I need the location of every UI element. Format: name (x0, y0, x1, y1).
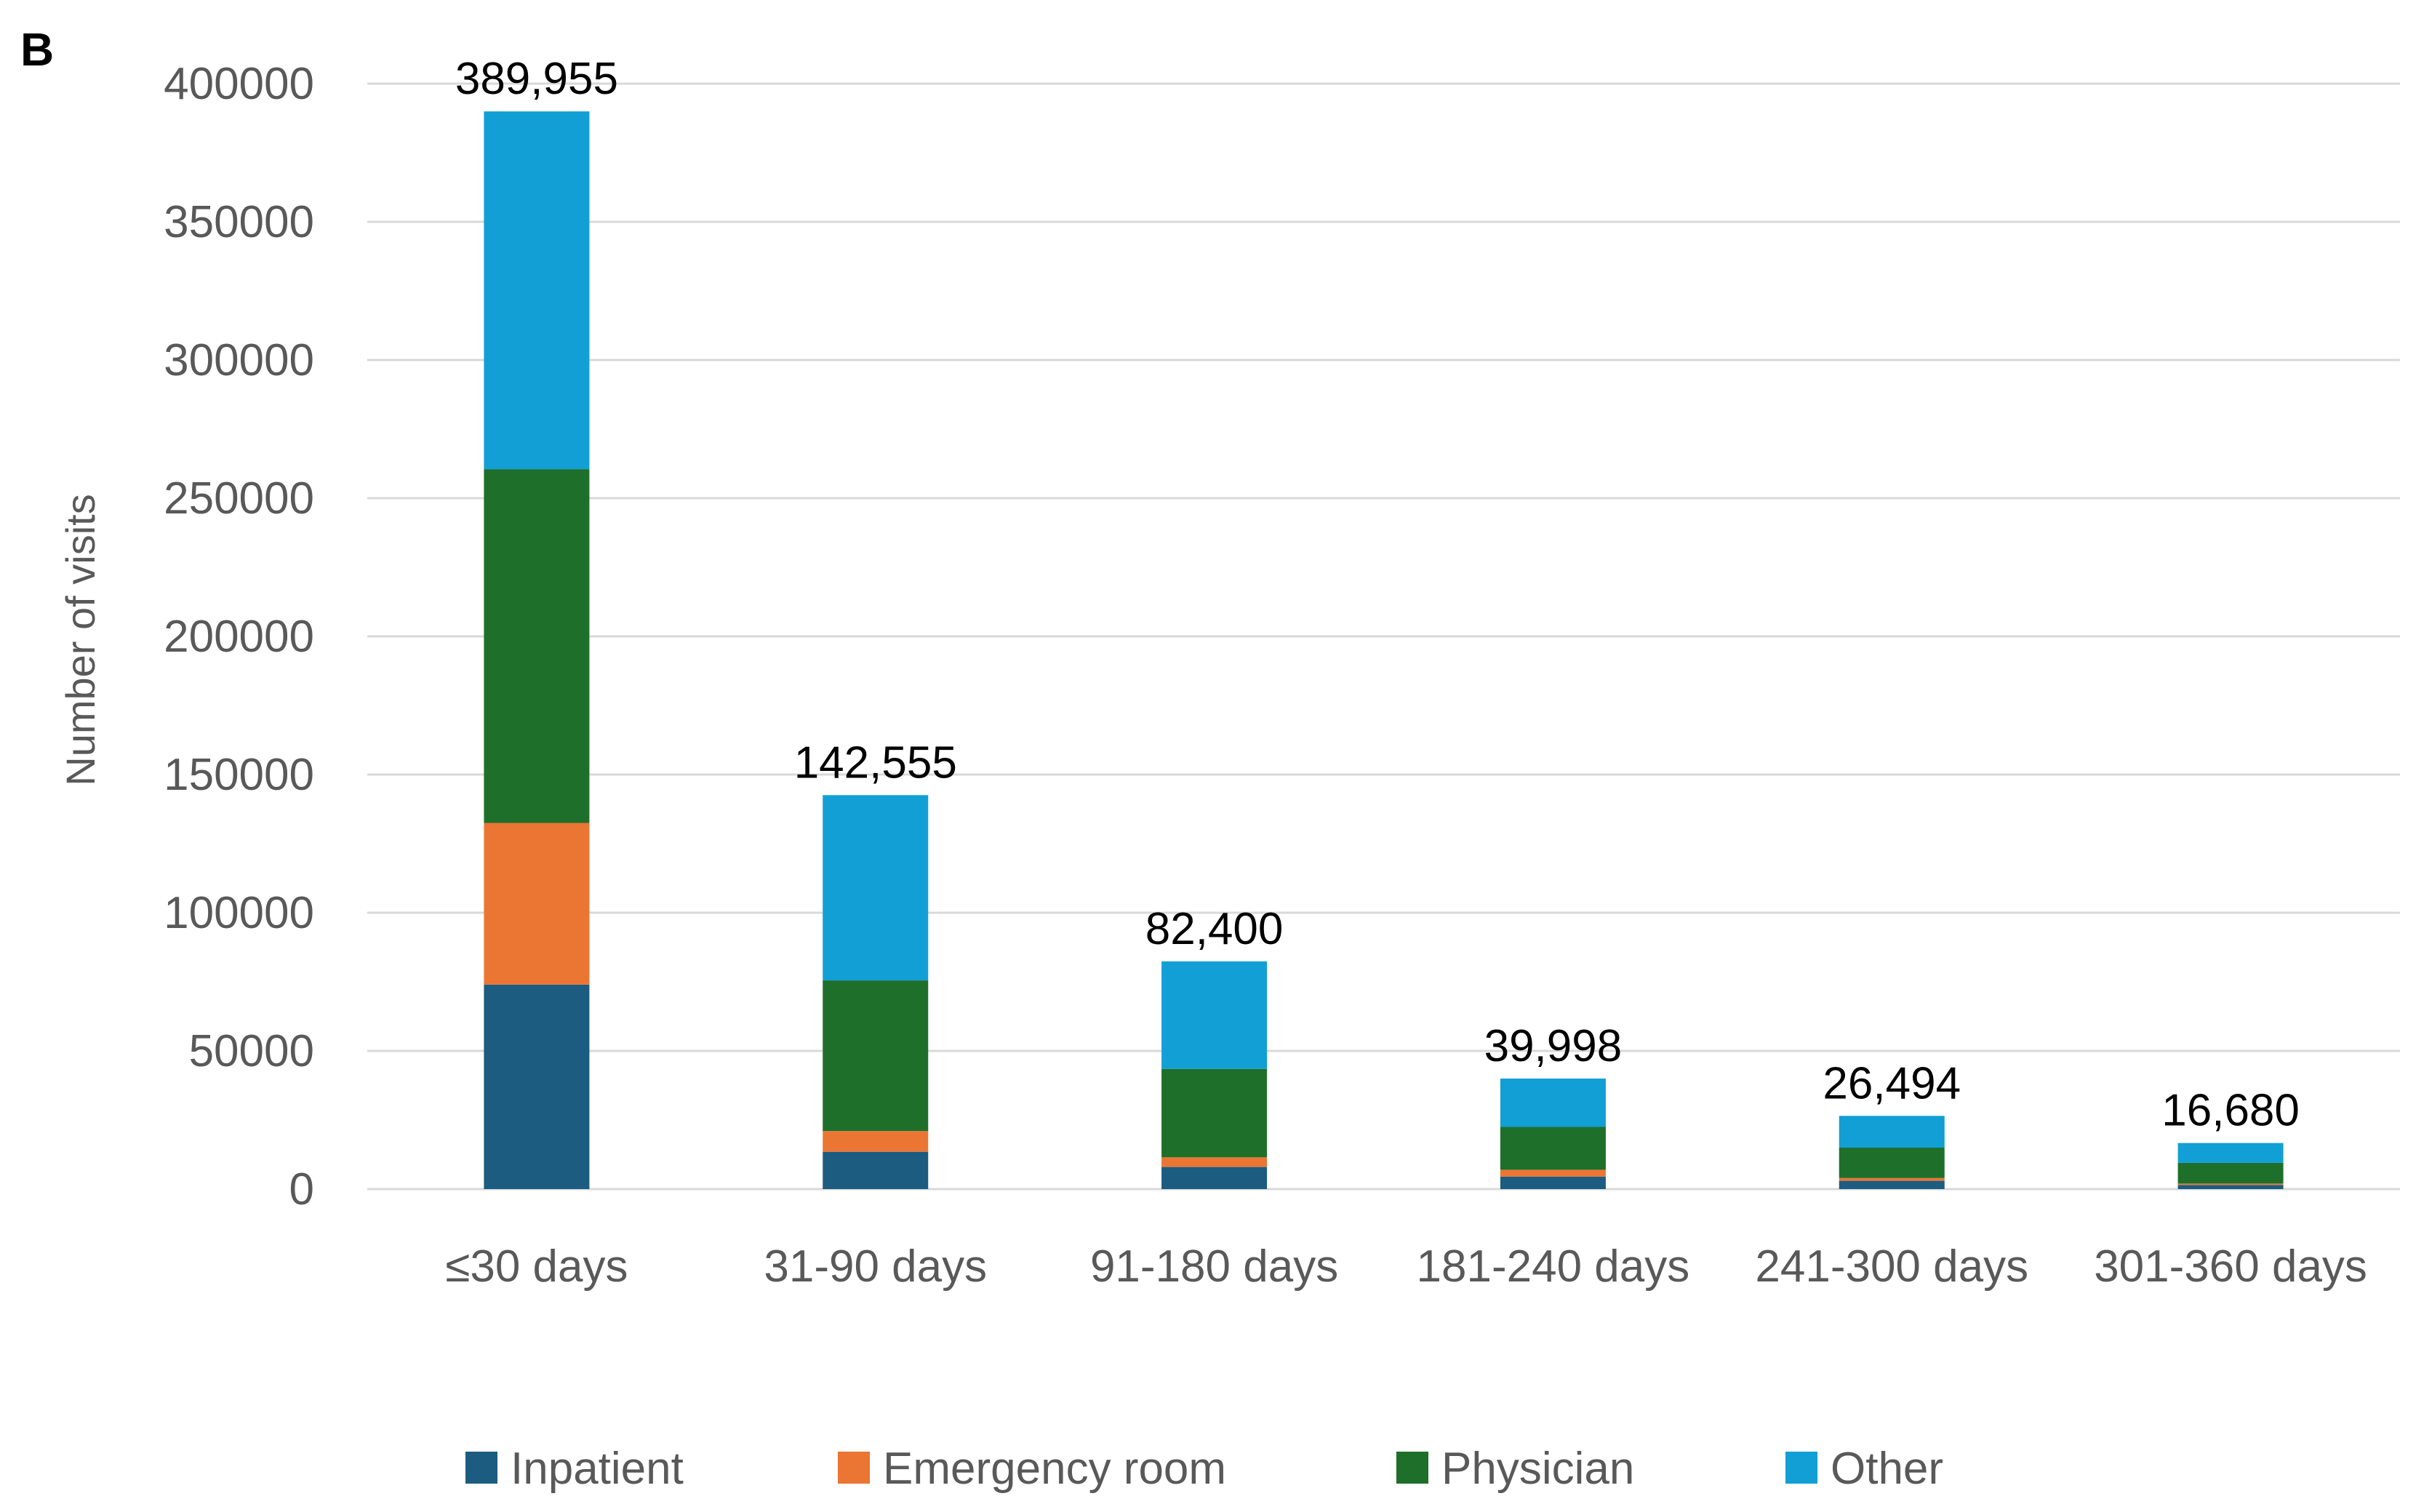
x-tick-label: 91-180 days (1090, 1241, 1338, 1292)
y-axis-ticks: 0 50000 100000 150000 200000 250000 300000 3500… (164, 59, 314, 1215)
bar-segment-inpatient (2177, 1185, 2284, 1189)
bar-segment-physician (1500, 1127, 1606, 1170)
y-tick-label: 350000 (164, 197, 314, 247)
legend-swatch-physician (1396, 1452, 1428, 1484)
bar-segment-inpatient (823, 1151, 929, 1189)
legend-label-physician: Physician (1441, 1444, 1634, 1494)
y-tick-label: 0 (289, 1164, 314, 1215)
x-tick-label: 181-240 days (1417, 1241, 1690, 1292)
bar-segment-other (823, 795, 929, 981)
y-tick-label: 250000 (164, 473, 314, 524)
y-tick-label: 100000 (164, 888, 314, 938)
y-tick-label: 300000 (164, 335, 314, 385)
bars (484, 111, 2284, 1189)
bar-total-labels: 389,955 142,555 82,400 39,998 26,494 16,680 (455, 54, 2300, 1135)
y-tick-label: 400000 (164, 59, 314, 109)
bar-segment-physician (1839, 1148, 1945, 1178)
x-tick-label: ≤30 days (445, 1241, 628, 1292)
bar-total-label: 142,555 (794, 737, 957, 788)
bar-total-label: 16,680 (2161, 1086, 2300, 1136)
bar-total-label: 26,494 (1823, 1058, 1961, 1108)
y-tick-label: 50000 (189, 1026, 314, 1076)
bar-segment-other (1161, 961, 1268, 1069)
bar-segment-inpatient (1161, 1167, 1268, 1189)
x-tick-label: 301-360 days (2094, 1241, 2367, 1292)
bar-segment-other (2177, 1143, 2284, 1163)
bar-segment-emergency_room (823, 1131, 929, 1152)
legend-label-emergency_room: Emergency room (883, 1444, 1226, 1494)
bar-segment-emergency_room (1839, 1177, 1945, 1181)
y-tick-label: 200000 (164, 612, 314, 662)
x-tick-label: 31-90 days (764, 1241, 987, 1292)
bar-total-label: 39,998 (1484, 1021, 1623, 1071)
bar-segment-emergency_room (1500, 1169, 1606, 1177)
bar-segment-inpatient (484, 984, 590, 1189)
bar-segment-emergency_room (1161, 1157, 1268, 1167)
bar-segment-inpatient (1500, 1176, 1606, 1189)
x-tick-label: 241-300 days (1755, 1241, 2028, 1292)
bar-segment-physician (484, 469, 590, 823)
x-axis-ticks: ≤30 days 31-90 days 91-180 days 181-240 day… (445, 1241, 2367, 1292)
y-tick-label: 150000 (164, 750, 314, 800)
legend-swatch-inpatient (465, 1452, 497, 1484)
bar-segment-emergency_room (484, 823, 590, 985)
y-axis-label: Number of visits (57, 494, 103, 785)
bar-segment-other (484, 111, 590, 470)
legend-swatch-emergency_room (838, 1452, 870, 1484)
bar-segment-other (1839, 1116, 1945, 1148)
bar-segment-physician (2177, 1162, 2284, 1184)
bar-segment-physician (1161, 1068, 1268, 1158)
bar-segment-physician (823, 980, 929, 1132)
bar-total-label: 82,400 (1145, 904, 1284, 954)
legend-swatch-other (1785, 1452, 1817, 1484)
gridlines (367, 82, 2400, 1191)
bar-segment-inpatient (1839, 1180, 1945, 1189)
bar-segment-other (1500, 1079, 1606, 1127)
panel-label: B (20, 23, 54, 76)
bar-total-label: 389,955 (455, 54, 618, 104)
legend-label-other: Other (1831, 1444, 1943, 1494)
bar-segment-emergency_room (2177, 1183, 2284, 1185)
legend-label-inpatient: Inpatient (511, 1444, 684, 1494)
legend: Inpatient Emergency room Physician Other (465, 1444, 1943, 1494)
